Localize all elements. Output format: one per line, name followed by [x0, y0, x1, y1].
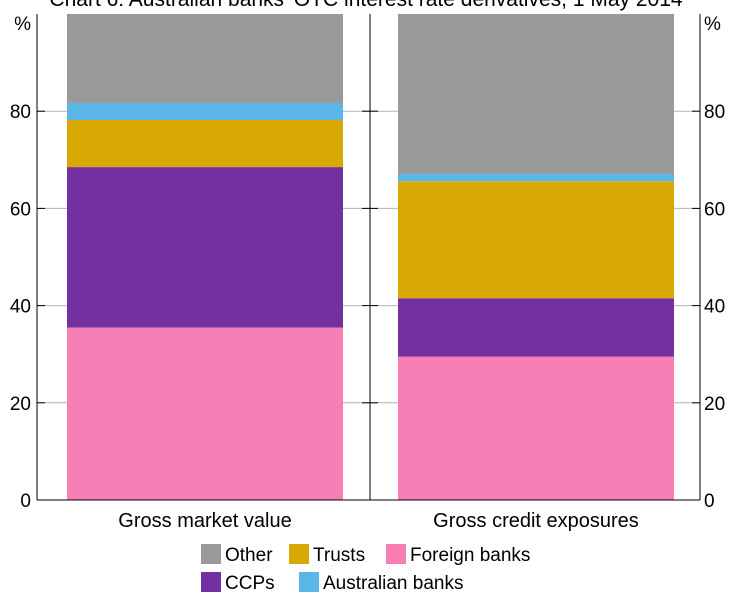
legend-swatch-ccps — [201, 572, 221, 592]
bar-ccps — [67, 167, 343, 328]
legend-label-australian-banks: Australian banks — [323, 573, 463, 594]
y-tick-label-left: 80 — [10, 102, 31, 123]
y-tick-label-left: 20 — [10, 394, 31, 415]
legend-label-foreign-banks: Foreign banks — [410, 545, 530, 566]
legend-swatch-foreign-banks — [386, 544, 406, 564]
bar-foreign-banks — [67, 327, 343, 500]
bar-other — [398, 14, 674, 174]
chart-title: Chart 6: Australian banks' OTC interest … — [49, 0, 682, 11]
y-tick-label-right: 0 — [704, 491, 715, 512]
y-tick-label-left: 40 — [10, 297, 31, 318]
legend-label-trusts: Trusts — [313, 545, 365, 566]
y-tick-label-right: 80 — [704, 102, 725, 123]
y-unit-left: % — [14, 14, 31, 35]
bar-foreign-banks — [398, 356, 674, 500]
bar-australian-banks — [398, 173, 674, 182]
legend-swatch-trusts — [289, 544, 309, 564]
y-tick-label-left: 60 — [10, 199, 31, 220]
y-tick-label-right: 40 — [704, 297, 725, 318]
bar-trusts — [67, 119, 343, 168]
legend-label-other: Other — [225, 545, 273, 566]
y-tick-label-left: 0 — [20, 491, 31, 512]
legend-label-ccps: CCPs — [225, 573, 275, 594]
legend-swatch-australian-banks — [299, 572, 319, 592]
y-tick-label-right: 20 — [704, 394, 725, 415]
category-label: Gross market value — [118, 510, 291, 532]
legend-swatch-other — [201, 544, 221, 564]
category-label: Gross credit exposures — [433, 510, 639, 532]
y-unit-right: % — [704, 14, 721, 35]
y-tick-label-right: 60 — [704, 199, 725, 220]
bar-ccps — [398, 298, 674, 357]
bar-australian-banks — [67, 102, 343, 120]
bar-other — [67, 14, 343, 103]
bar-trusts — [398, 181, 674, 299]
